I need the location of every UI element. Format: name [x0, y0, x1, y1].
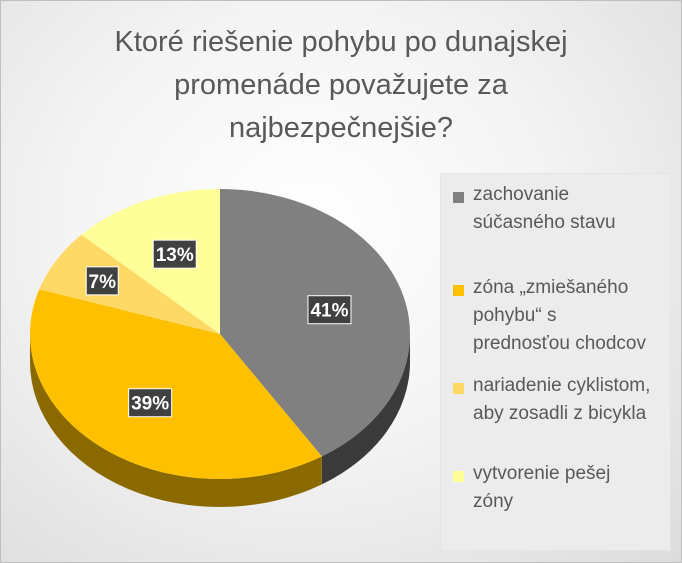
legend-marker-1	[453, 192, 464, 203]
data-label-box-2	[128, 388, 173, 418]
data-label-2: 39%	[128, 388, 173, 418]
legend-marker-4	[453, 471, 464, 482]
chart-title-line-3: najbezpečnejšie?	[228, 112, 454, 144]
data-label-box-4	[152, 239, 197, 269]
data-label-3: 7%	[85, 266, 119, 296]
chart-legend: zachovanie súčasného stavu zóna „zmiešan…	[440, 173, 671, 551]
legend-label-4-line-1: vytvorenie pešej	[473, 463, 611, 484]
legend-label-2-line-1: zóna „zmiešaného	[473, 277, 629, 298]
pie-slice-side-1	[321, 334, 410, 485]
legend-label-1-line-2: súčasného stavu	[473, 212, 616, 233]
data-label-text-2: 39%	[131, 394, 169, 415]
legend-label-2-line-2: pohybu“ s	[473, 305, 557, 326]
pie-slice-3[interactable]	[39, 234, 221, 334]
data-label-box-3	[85, 266, 119, 296]
legend-marker-2	[453, 285, 464, 296]
legend-item-3[interactable]: nariadenie cyklistom, aby zosadli z bicy…	[453, 372, 668, 428]
data-label-1: 41%	[307, 295, 352, 325]
legend-item-4[interactable]: vytvorenie pešej zóny	[453, 460, 668, 516]
legend-label-1-line-1: zachovanie	[473, 184, 570, 205]
data-label-text-4: 13%	[156, 245, 194, 266]
pie-slice-side-2	[30, 334, 322, 507]
legend-marker-3	[453, 383, 464, 394]
data-label-text-3: 7%	[89, 272, 117, 293]
pie-slice-4[interactable]	[81, 189, 220, 334]
chart-title-line-1: Ktoré riešenie pohybu po dunajskej	[114, 26, 568, 58]
pie-slice-2[interactable]	[29, 289, 322, 480]
data-label-4: 13%	[152, 239, 197, 269]
legend-item-2[interactable]: zóna „zmiešaného pohybu“ s prednosťou ch…	[453, 274, 668, 358]
legend-label-3-line-2: aby zosadli z bicykla	[473, 403, 647, 424]
legend-label-3-line-1: nariadenie cyklistom,	[473, 375, 651, 396]
chart-title-line-2: promenáde považujete za	[174, 69, 508, 101]
chart-title: Ktoré riešenie pohybu po dunajskej prome…	[41, 21, 641, 150]
data-label-text-1: 41%	[310, 301, 348, 322]
data-label-box-1	[307, 295, 352, 325]
legend-label-2-line-3: prednosťou chodcov	[473, 333, 646, 354]
legend-label-4-line-2: zóny	[473, 491, 514, 512]
legend-item-1[interactable]: zachovanie súčasného stavu	[453, 181, 668, 237]
